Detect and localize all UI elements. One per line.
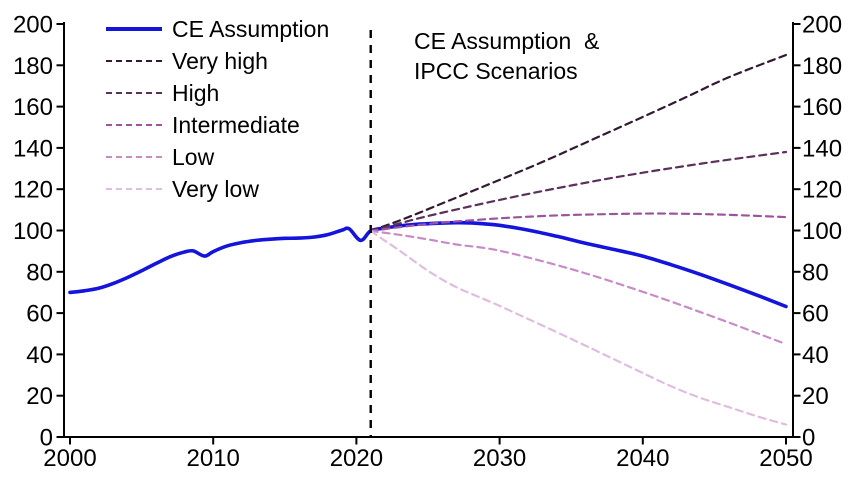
annotation-line-1: CE Assumption & [414,28,600,54]
series-line-low [369,229,788,346]
x-axis-tick-label: 2040 [616,445,669,472]
legend-item-intermediate: Intermediate [106,109,329,141]
y-axis-tick-label-left: 0 [40,425,53,452]
y-axis-tick-label-left: 40 [26,342,53,369]
y-axis-tick-label-right: 80 [802,259,829,286]
series-line-ce-assumption [68,220,788,309]
y-axis-tick-label-right: 100 [802,218,842,245]
legend-label: High [172,79,220,106]
legend-label: Intermediate [172,111,300,138]
legend-line-sample-low [106,156,162,158]
y-axis-tick-label-left: 60 [26,301,53,328]
legend-label: Very low [172,175,259,202]
y-axis-tick-label-left: 180 [13,53,53,80]
y-axis-tick-label-left: 200 [13,12,53,39]
legend-line-sample-very-high [106,60,162,62]
y-axis-tick-label-left: 20 [26,383,53,410]
legend-line-sample-ce-assumption [106,27,162,31]
annotation-line-2: IPCC Scenarios [414,58,578,84]
y-axis-tick-label-right: 20 [802,383,829,410]
legend-line-sample-intermediate [106,124,162,126]
y-axis-tick-label-right: 60 [802,301,829,328]
x-axis-tick-label: 2050 [759,445,812,472]
y-axis-tick-label-right: 180 [802,53,842,80]
series-line-very-high [369,53,788,232]
y-axis-tick-label-right: 0 [802,425,815,452]
y-axis-tick-label-left: 80 [26,259,53,286]
legend: CE Assumption Very high High Intermediat… [106,13,329,205]
legend-item-high: High [106,77,329,109]
y-axis-tick-label-right: 200 [802,12,842,39]
legend-item-very-low: Very low [106,173,329,205]
y-axis-tick-label-left: 160 [13,94,53,121]
legend-line-sample-high [106,92,162,94]
y-axis-tick-label-left: 140 [13,135,53,162]
legend-line-sample-very-low [106,188,162,190]
y-axis-tick-label-right: 120 [802,177,842,204]
y-axis-tick-label-right: 160 [802,94,842,121]
y-axis-tick-label-right: 40 [802,342,829,369]
y-axis-tick-label-left: 100 [13,218,53,245]
legend-label: CE Assumption [172,15,330,42]
legend-item-ce-assumption: CE Assumption [106,13,329,45]
legend-label: Low [172,143,215,170]
series-line-intermediate [369,212,788,232]
x-axis-tick-label: 2010 [187,445,240,472]
series-line-very-low [369,229,788,426]
legend-item-low: Low [106,141,329,173]
legend-label: Very high [172,47,268,74]
y-axis-tick-label-right: 140 [802,135,842,162]
x-axis-tick-label: 2000 [43,445,96,472]
legend-item-very-high: Very high [106,45,329,77]
x-axis-tick-label: 2020 [330,445,383,472]
chart-annotation: CE Assumption & IPCC Scenarios [414,26,599,86]
x-axis-tick-label: 2030 [473,445,526,472]
y-axis-tick-label-left: 120 [13,177,53,204]
series-line-high [369,150,788,232]
